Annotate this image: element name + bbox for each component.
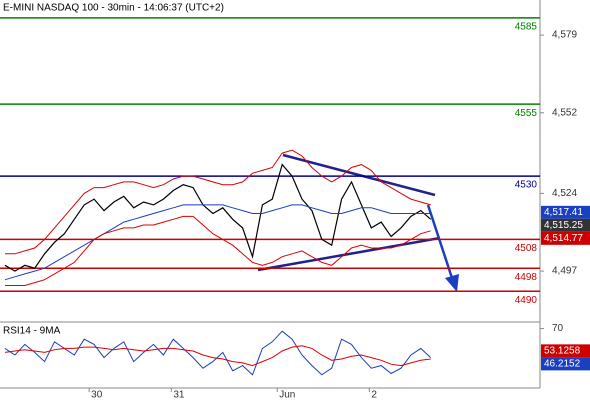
level-label: 4530 xyxy=(515,180,538,191)
last-value-label: 46.2152 xyxy=(544,359,581,370)
last-value-box xyxy=(541,218,590,232)
last-value-box xyxy=(541,357,590,371)
series-line xyxy=(4,345,431,367)
rsi-title: RSI14 - 9MA xyxy=(3,326,61,337)
y-tick-label: 4,524 xyxy=(552,188,577,199)
trendline xyxy=(257,236,441,272)
chart-title: E-MINI NASDAQ 100 - 30min - 14:06:37 (UT… xyxy=(3,3,224,14)
level-label: 4585 xyxy=(515,21,538,32)
last-value-label: 4,514.77 xyxy=(544,233,583,244)
last-value-box xyxy=(541,344,590,358)
series-line xyxy=(5,149,431,255)
y-tick-label: 70 xyxy=(552,323,564,334)
last-value-label: 4,515.25 xyxy=(544,220,583,231)
x-tick-label: 31 xyxy=(173,390,185,400)
y-tick-label: 4,497 xyxy=(552,266,577,277)
last-value-label: 53.1258 xyxy=(544,346,581,357)
y-tick-label: 4,579 xyxy=(552,30,577,41)
series-line xyxy=(4,204,431,281)
last-value-box xyxy=(541,205,590,219)
level-label: 4508 xyxy=(515,243,538,254)
x-tick-label: 2 xyxy=(371,390,377,400)
series-line xyxy=(5,215,431,286)
level-label: 4490 xyxy=(515,295,538,306)
last-value-label: 4,517.41 xyxy=(544,207,583,218)
level-label: 4555 xyxy=(515,108,538,119)
trendline xyxy=(282,153,436,197)
last-value-box xyxy=(541,231,590,245)
series-line xyxy=(4,163,432,272)
x-tick-label: 30 xyxy=(91,390,103,400)
arrow-head xyxy=(445,274,459,292)
y-tick-label: 4,552 xyxy=(552,107,577,118)
arrow xyxy=(426,204,454,279)
x-tick-label: Jun xyxy=(279,390,295,400)
level-label: 4498 xyxy=(515,272,538,283)
